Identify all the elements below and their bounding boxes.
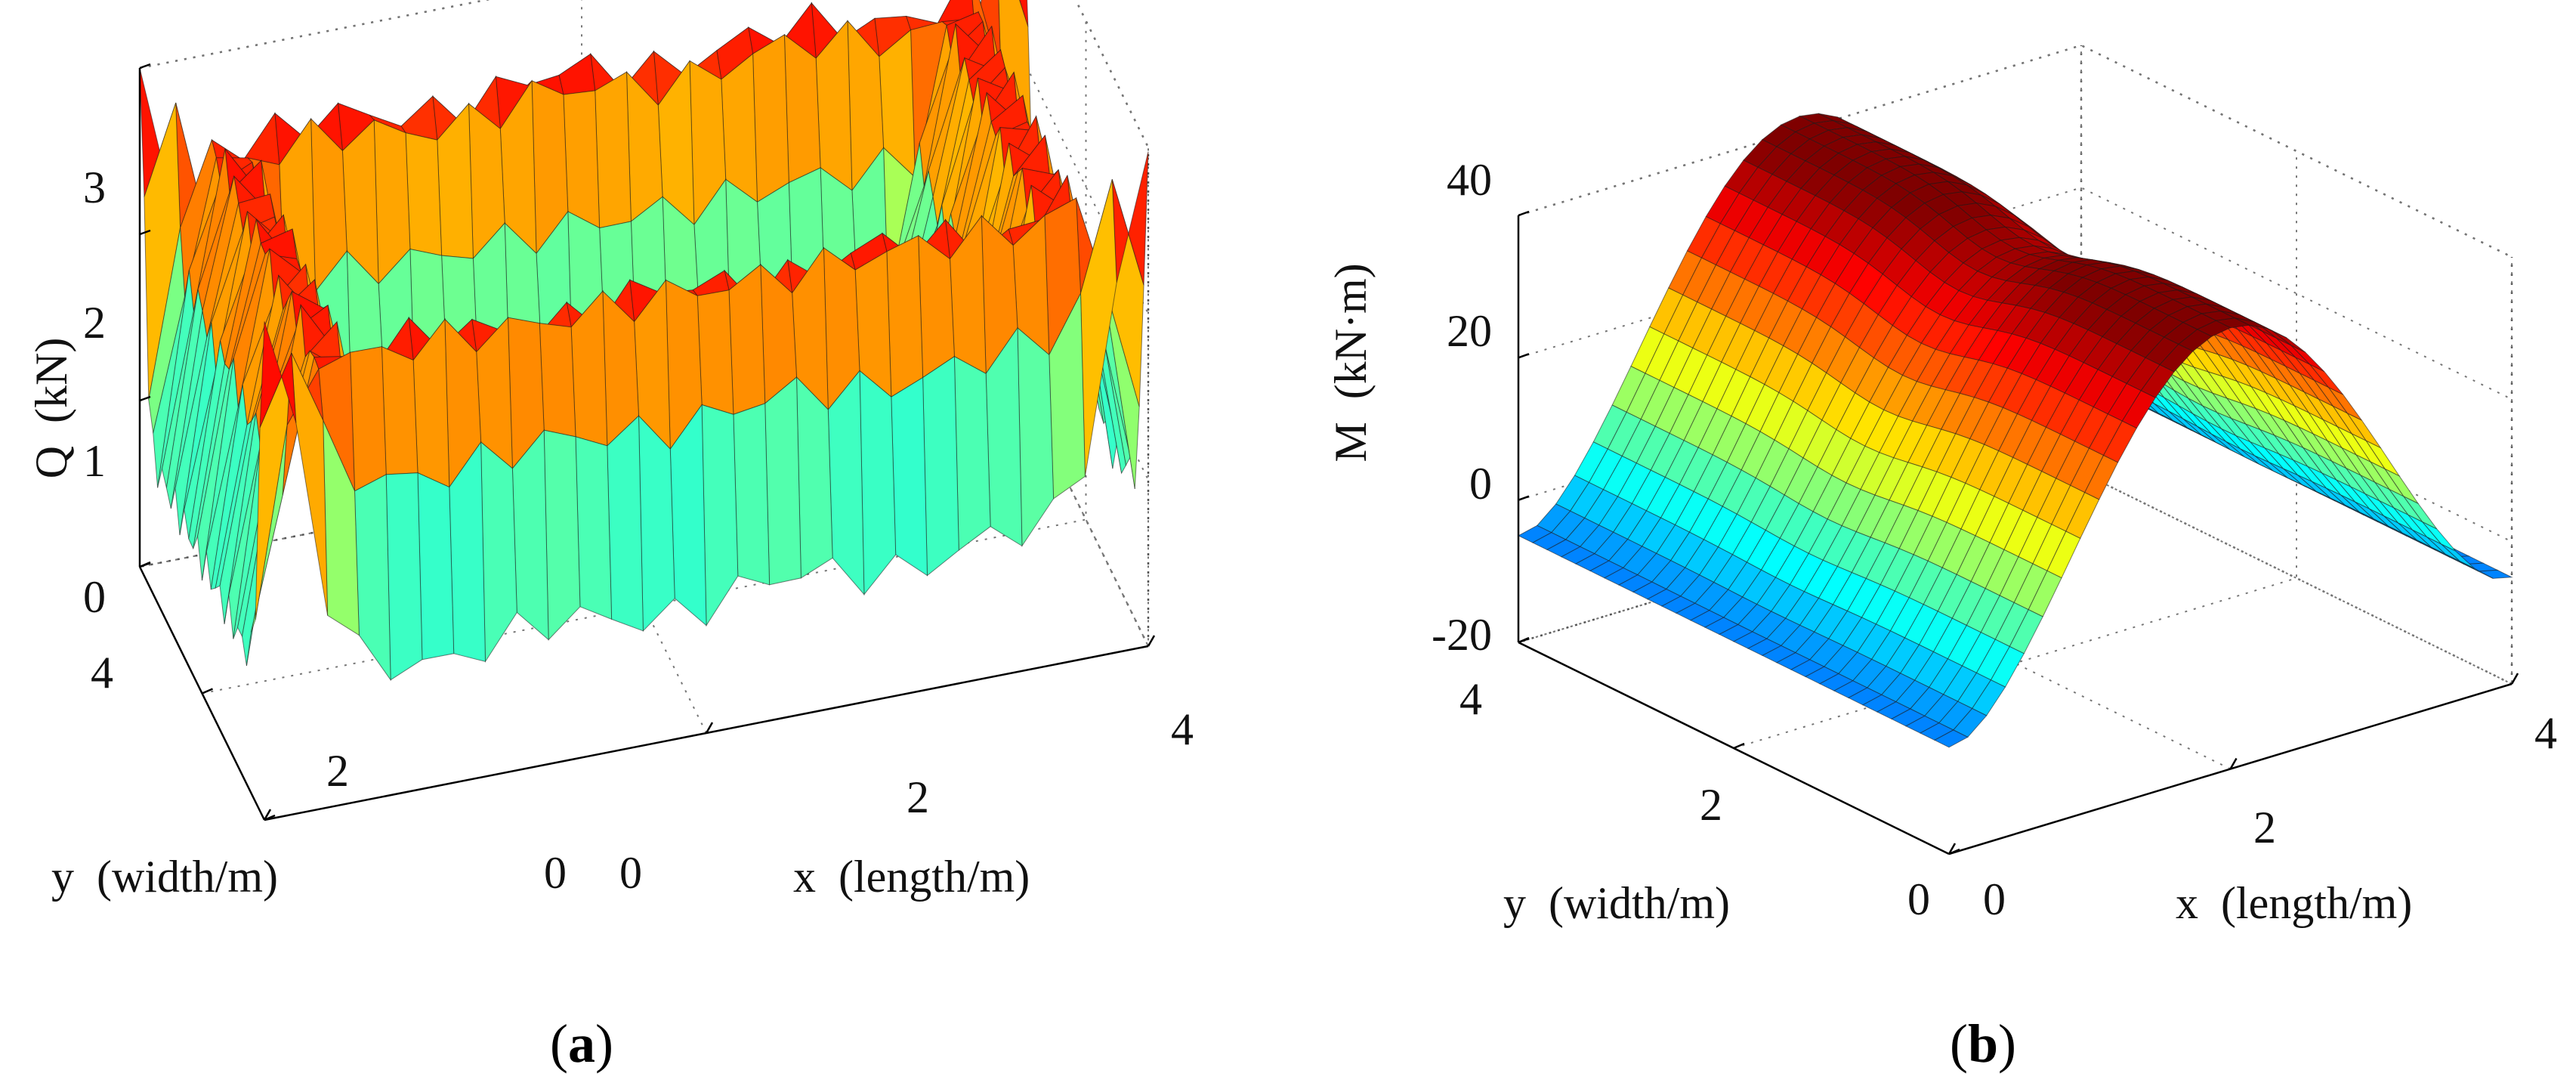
panel-a-x-tick-0: 0 [619, 848, 642, 898]
panel-a-surface-cell [638, 415, 675, 633]
panel-a-surface-cell [417, 472, 455, 661]
panel-a-surface-cell [886, 235, 924, 398]
panel-b-y-tick-4: 4 [1459, 674, 1482, 724]
panel-b-front-axes [1517, 210, 2519, 855]
panel-a-y-axis-label: y (width/m) [51, 852, 278, 902]
panel-b-x-tick-2: 2 [2253, 803, 2276, 852]
panel-a-z-tick-3: 3 [83, 162, 106, 212]
panel-b-z-tick-40: 40 [1447, 155, 1492, 205]
panel-b-x-tick-4: 4 [2534, 708, 2557, 758]
panel-a-z-tickmark-2 [139, 229, 151, 236]
panel-b-z-gridline-2 [1518, 187, 2513, 401]
panel-a-surface-cell [350, 346, 387, 492]
panel-a-surface-cell [953, 355, 991, 551]
panel-a-surface-cell [381, 346, 419, 475]
panel-a-z-gridline-3 [139, 0, 1149, 148]
panel-b-y-axis-label: y (width/m) [1503, 878, 1730, 928]
panel-a-x-tickmark-1 [705, 722, 714, 734]
panel-a-x-tick-2: 2 [907, 772, 929, 822]
panel-a-surface-cell [764, 376, 802, 586]
panel-a-front-axes [138, 63, 1156, 821]
panel-b-y-gridline-1 [1733, 151, 2297, 749]
panel-a-z-tick-1: 1 [83, 436, 106, 486]
panel-b-surface-plot: 40 20 0 -20 4 2 0 0 2 4 M (kN·m) y (widt… [1326, 44, 2557, 1074]
panel-a-surface-cell [697, 289, 734, 416]
panel-b-x-tickmark-0 [1947, 843, 1957, 855]
panel-b-y-tickmark-0 [1948, 848, 1960, 855]
panel-a-y-tickmark-2 [139, 561, 151, 568]
panel-a-surface-cell [595, 71, 632, 229]
panel-b-caption: (b) [1950, 1013, 2016, 1074]
panel-b-x-axis-label: x (length/m) [2176, 878, 2412, 928]
panel-b-surface [1517, 113, 2513, 748]
panel-a-y-tick-2: 2 [326, 746, 349, 796]
panel-b-x-tickmark-1 [2229, 757, 2238, 770]
panel-b-z-tickmark-3 [1518, 210, 1530, 217]
panel-b-y-tickmark-1 [1733, 742, 1745, 750]
panel-a-surface-cell [575, 436, 613, 620]
panel-a-surface-cell [511, 428, 549, 641]
panel-a-surface-cell [728, 264, 766, 416]
panel-a-x-axis-label: x (length/m) [793, 852, 1030, 902]
panel-a-surface-cell [539, 323, 576, 438]
panel-a-surface-plot: 3 2 1 0 4 2 0 0 2 4 Q (kN) y (width/m) x… [26, 0, 1194, 1074]
panel-a-z-tick-0: 0 [83, 572, 106, 622]
panel-b-y-gridline-2 [1518, 45, 2082, 643]
panel-a-z-axis-label: Q (kN) [26, 338, 76, 479]
panel-a-z-tick-2: 2 [83, 298, 106, 348]
panel-b-y-tick-2: 2 [1700, 780, 1722, 830]
panel-b-z-tickmark-1 [1518, 495, 1530, 501]
panel-b-y-tickmark-2 [1518, 636, 1530, 644]
panel-a-x-tickmark-0 [263, 809, 272, 821]
panel-b-z-tick-0: 0 [1469, 459, 1492, 509]
panel-b-z-tickmark-2 [1518, 353, 1530, 359]
panel-a-surface-cell [385, 472, 423, 681]
panel-a-surface-cell [563, 90, 601, 229]
panel-a-surface-cell [543, 429, 581, 641]
panel-a-y-tick-0: 0 [544, 848, 567, 898]
panel-b-z-gridline-0 [1518, 471, 2513, 685]
panel-a-y-tick-4: 4 [91, 648, 113, 698]
panel-b-z-axis-label: M (kN·m) [1326, 263, 1376, 462]
panel-b-z-tick-20: 20 [1447, 306, 1492, 356]
panel-a-surface-cell [752, 34, 789, 203]
panel-a-z-tickmark-1 [139, 395, 151, 402]
panel-b-surface-cell [1933, 729, 1969, 748]
panel-b-x-tick-0: 0 [1983, 874, 2006, 924]
panel-a-caption: (a) [550, 1013, 613, 1074]
panel-b-x-tickmark-2 [2510, 673, 2519, 685]
panel-a-y-tickmark-1 [202, 688, 213, 695]
panel-b-z-tick-neg20: -20 [1432, 610, 1492, 660]
panel-a-surface-cell [405, 132, 443, 256]
panel-a-surface [139, 0, 1149, 682]
panel-b-y-gridline-0 [1948, 257, 2513, 855]
panel-a-y-tickmark-0 [264, 814, 276, 821]
panel-a-surface-cell [859, 370, 897, 596]
panel-a-surface-cell [733, 403, 771, 586]
panel-b-y-tick-0: 0 [1907, 874, 1930, 924]
panel-a-z-tickmark-3 [139, 63, 151, 70]
panel-a-x-tick-4: 4 [1171, 704, 1194, 754]
panel-b-z-gridline-3 [1518, 44, 2513, 258]
panel-a-surface-cell [922, 355, 959, 577]
panel-a-surface-cell [259, 321, 297, 428]
panel-a-surface-cell [891, 376, 928, 577]
panel-a-surface-cell [607, 415, 644, 632]
panel-a-x-tickmark-2 [1147, 635, 1156, 647]
